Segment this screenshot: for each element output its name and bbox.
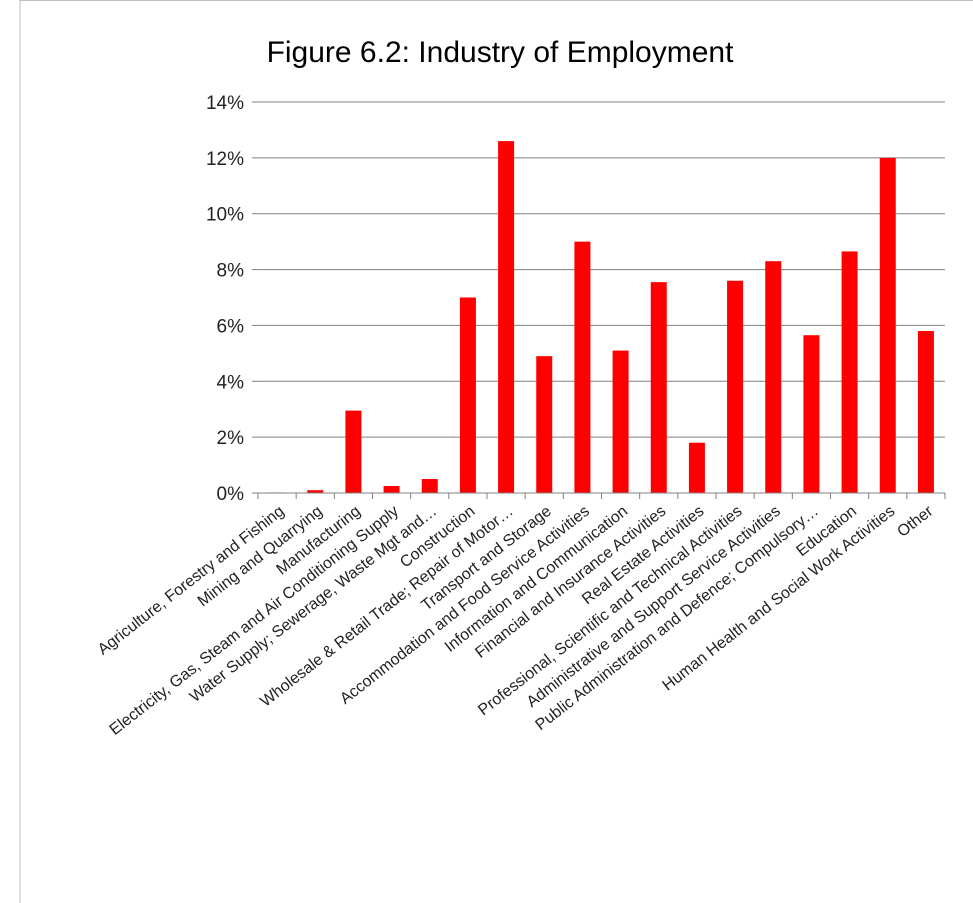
bar (879, 157, 896, 493)
bar (383, 486, 400, 493)
bar (574, 241, 591, 493)
category-label: Other (894, 502, 937, 540)
y-tick-label: 12% (206, 149, 244, 170)
y-tick-label: 14% (206, 93, 244, 114)
bar (688, 442, 705, 493)
y-tick-label: 2% (217, 428, 245, 449)
y-tick-label: 10% (206, 205, 244, 226)
bar (917, 331, 934, 493)
bar (650, 282, 667, 493)
x-axis-tick-marks (257, 493, 946, 499)
bar (765, 261, 782, 493)
bar (421, 479, 438, 493)
category-labels: Agriculture, Forestry and FishingMining … (95, 502, 937, 738)
bar (307, 490, 324, 493)
bar (536, 356, 553, 493)
bar (841, 251, 858, 493)
y-tick-label: 6% (217, 316, 245, 337)
bar (498, 141, 515, 493)
y-tick-label: 8% (217, 261, 245, 282)
chart-title: Figure 6.2: Industry of Employment (267, 36, 735, 69)
y-tick-label: 0% (217, 484, 245, 505)
category-label: Agriculture, Forestry and Fishing (95, 503, 288, 659)
y-axis-ticks: 0% 2% 4% 6% 8% 10% 12% 14% (206, 93, 258, 505)
bar (612, 350, 629, 493)
y-tick-label: 4% (217, 372, 245, 393)
bar (345, 410, 362, 493)
gridlines (258, 101, 945, 438)
bar (803, 335, 820, 493)
bars (269, 141, 934, 494)
bar (727, 280, 744, 493)
bar (459, 297, 476, 493)
